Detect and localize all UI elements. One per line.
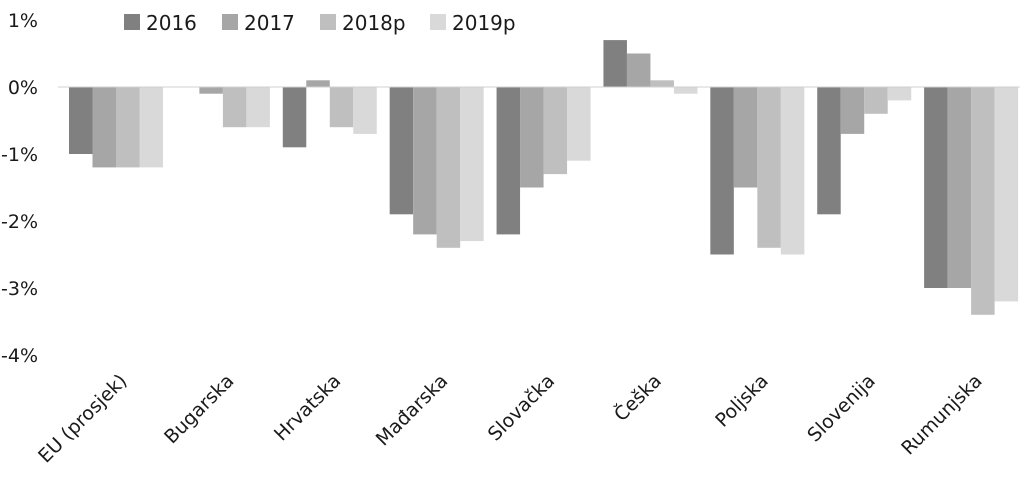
category-label: Hrvatska bbox=[270, 370, 345, 445]
category-label: EU (prosjek) bbox=[34, 370, 131, 467]
bar-2019p-6 bbox=[780, 87, 805, 255]
legend-label: 2018p bbox=[342, 11, 406, 35]
bar-2019p-0 bbox=[139, 87, 163, 168]
bar-2019p-5 bbox=[673, 87, 698, 94]
category-label: Mađarska bbox=[372, 370, 452, 450]
bar-2019p-7 bbox=[887, 87, 912, 101]
bar-2018p-3 bbox=[436, 87, 461, 248]
bar-2016-2 bbox=[282, 87, 307, 148]
bar-2016-3 bbox=[389, 87, 414, 215]
bar-2016-8 bbox=[924, 87, 948, 288]
legend-label: 2016 bbox=[146, 11, 197, 35]
bar-2016-6 bbox=[710, 87, 734, 255]
category-label: Slovačka bbox=[484, 370, 559, 445]
bars bbox=[69, 40, 1019, 315]
category-label: Slovenija bbox=[803, 370, 879, 446]
bar-2017-1 bbox=[199, 87, 223, 94]
bar-2018p-1 bbox=[222, 87, 247, 128]
bar-2018p-5 bbox=[650, 80, 674, 87]
category-label: Češka bbox=[609, 369, 666, 426]
bar-2016-5 bbox=[603, 40, 627, 87]
bar-2016-4 bbox=[496, 87, 521, 235]
y-tick-label: 1% bbox=[8, 10, 38, 32]
bar-2017-4 bbox=[520, 87, 544, 188]
y-tick-label: -2% bbox=[1, 211, 38, 233]
bar-2017-2 bbox=[306, 80, 330, 87]
y-tick-label: -3% bbox=[1, 278, 38, 300]
legend-swatch-2019p bbox=[430, 14, 446, 30]
bar-2017-3 bbox=[413, 87, 437, 235]
bar-2018p-2 bbox=[329, 87, 354, 128]
x-axis: EU (prosjek) Bugarska Hrvatska Mađarska Slov… bbox=[34, 369, 986, 468]
bar-2018p-8 bbox=[971, 87, 995, 315]
category-label: Rumunjska bbox=[897, 370, 986, 459]
bar-2017-8 bbox=[947, 87, 972, 288]
category-label: Bugarska bbox=[160, 370, 238, 448]
bar-2018p-0 bbox=[116, 87, 140, 168]
bar-2017-5 bbox=[626, 53, 651, 87]
legend: 2016 2017 2018p 2019p bbox=[124, 11, 516, 35]
bar-2019p-3 bbox=[460, 87, 484, 242]
bar-2017-7 bbox=[840, 87, 865, 134]
bar-2019p-4 bbox=[567, 87, 591, 161]
y-axis: 1% 0% -1% -2% -3% -4% bbox=[1, 10, 38, 367]
y-tick-label: -1% bbox=[1, 144, 38, 166]
bar-2017-0 bbox=[92, 87, 116, 168]
bar-2019p-1 bbox=[246, 87, 270, 128]
bar-2018p-6 bbox=[757, 87, 781, 248]
y-tick-label: 0% bbox=[8, 77, 38, 99]
legend-label: 2019p bbox=[452, 11, 516, 35]
bar-2018p-4 bbox=[543, 87, 568, 175]
bar-2017-6 bbox=[733, 87, 758, 188]
legend-swatch-2016 bbox=[124, 14, 140, 30]
bar-2019p-2 bbox=[353, 87, 377, 134]
bar-2016-7 bbox=[817, 87, 841, 215]
bar-2019p-8 bbox=[994, 87, 1019, 302]
legend-label: 2017 bbox=[244, 11, 295, 35]
legend-swatch-2018p bbox=[320, 14, 336, 30]
bar-2018p-7 bbox=[864, 87, 888, 114]
y-tick-label: -4% bbox=[1, 345, 38, 367]
legend-swatch-2017 bbox=[222, 14, 238, 30]
bar-2016-0 bbox=[69, 87, 93, 154]
category-label: Poljska bbox=[711, 370, 773, 432]
